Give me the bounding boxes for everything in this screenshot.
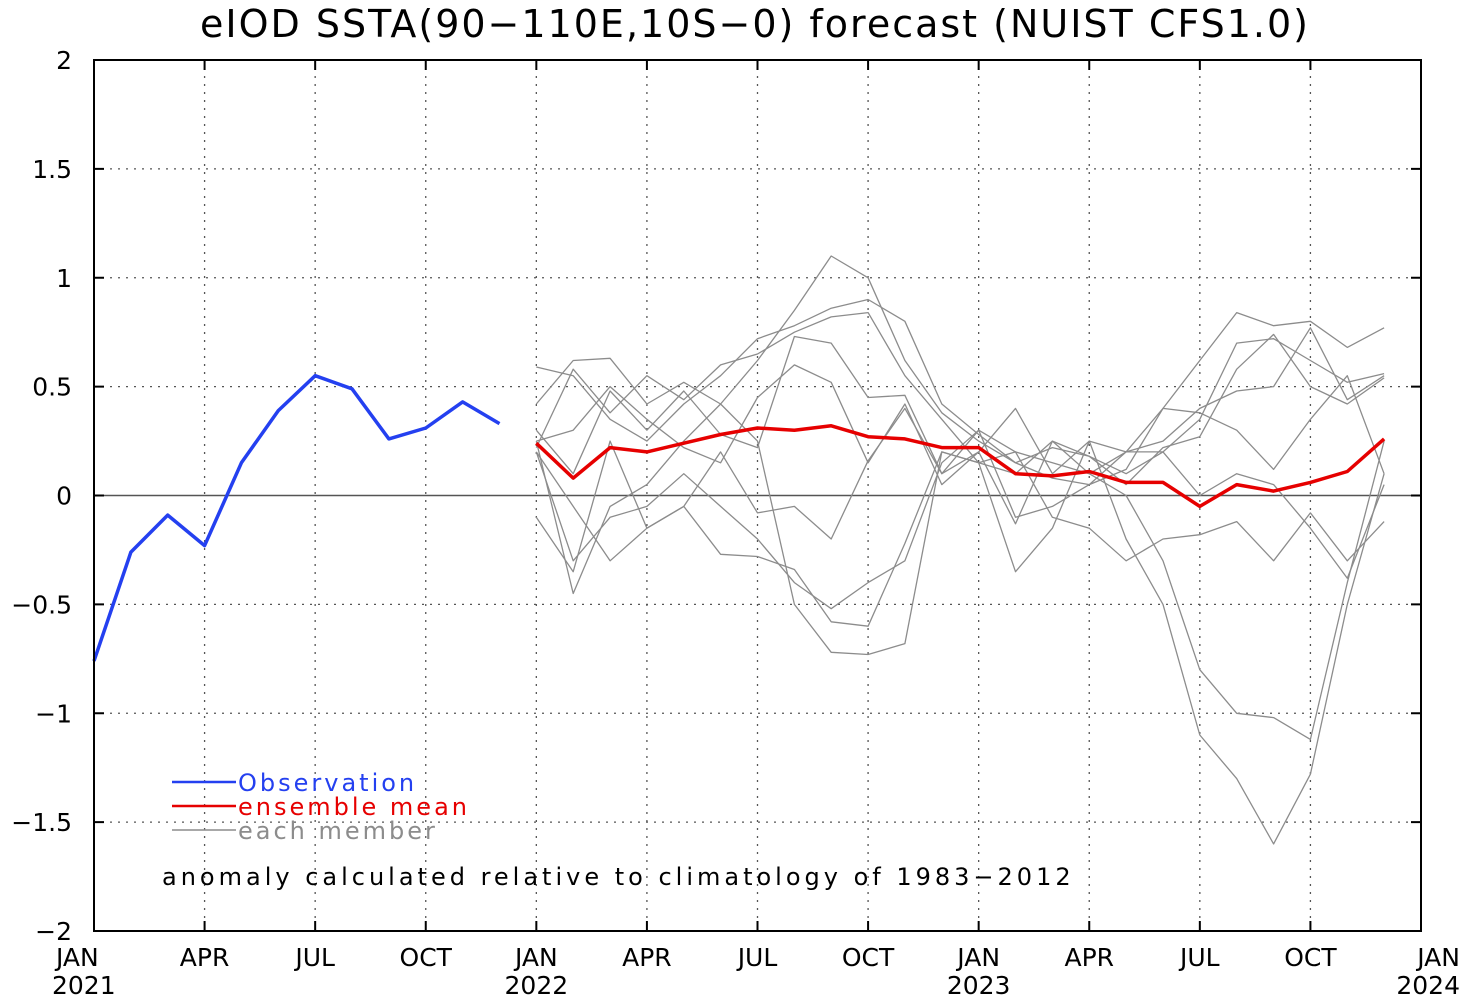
member-line xyxy=(536,298,1385,475)
legend: Observation ensemble mean each member xyxy=(172,769,470,845)
ensemble-mean-series xyxy=(535,424,1386,509)
legend-label-each-member: each member xyxy=(238,817,438,845)
x-tick-label: JAN xyxy=(54,943,99,972)
member-line xyxy=(535,407,1385,741)
x-tick-year: 2024 xyxy=(1396,971,1460,997)
grid-lines xyxy=(94,60,1421,931)
y-tick-label: 0.5 xyxy=(32,373,72,402)
x-tick-year: 2023 xyxy=(947,971,1011,997)
y-tick-label: 1 xyxy=(56,264,72,293)
y-tick-label: −1.5 xyxy=(11,808,72,837)
y-tick-label: 2 xyxy=(56,46,72,75)
observation-line xyxy=(92,373,501,662)
x-tick-label: JAN xyxy=(513,943,558,972)
y-tick-label: 0 xyxy=(56,482,72,511)
climatology-note: anomaly calculated relative to climatolo… xyxy=(162,863,1075,891)
member-line xyxy=(535,255,1385,486)
x-tick-label: JUL xyxy=(736,943,778,972)
x-tick-year: 2022 xyxy=(505,971,569,997)
x-tick-label: APR xyxy=(622,943,672,972)
x-tick-label: OCT xyxy=(400,943,453,972)
x-tick-label: APR xyxy=(180,943,230,972)
x-tick-label: JAN xyxy=(955,943,1000,972)
member-line xyxy=(535,403,1385,845)
x-tick-label: APR xyxy=(1064,943,1114,972)
y-tick-label: −0.5 xyxy=(11,590,72,619)
axis-ticks xyxy=(93,59,1422,932)
x-tick-label: JUL xyxy=(293,943,335,972)
observation-series xyxy=(92,373,501,662)
x-tick-label: OCT xyxy=(1284,943,1337,972)
x-tick-label: JUL xyxy=(1178,943,1220,972)
member-line xyxy=(535,311,1385,486)
y-tick-label: −2 xyxy=(35,917,72,946)
member-line xyxy=(535,440,1385,627)
member-line xyxy=(535,327,1385,475)
x-tick-label: JAN xyxy=(1415,943,1460,972)
chart-title: eIOD SSTA(90−110E,10S−0) forecast (NUIST… xyxy=(200,2,1310,46)
ensemble-mean-line xyxy=(535,424,1386,509)
y-tick-labels: 2 1.5 1 0.5 0 −0.5 −1 −1.5 −2 xyxy=(11,46,72,946)
legend-label-observation: Observation xyxy=(238,769,417,797)
legend-label-ensemble-mean: ensemble mean xyxy=(238,793,470,821)
x-tick-year: 2021 xyxy=(52,971,116,997)
member-series xyxy=(535,255,1385,845)
y-tick-label: −1 xyxy=(35,699,72,728)
y-tick-label: 1.5 xyxy=(32,155,72,184)
x-tick-label: OCT xyxy=(842,943,895,972)
